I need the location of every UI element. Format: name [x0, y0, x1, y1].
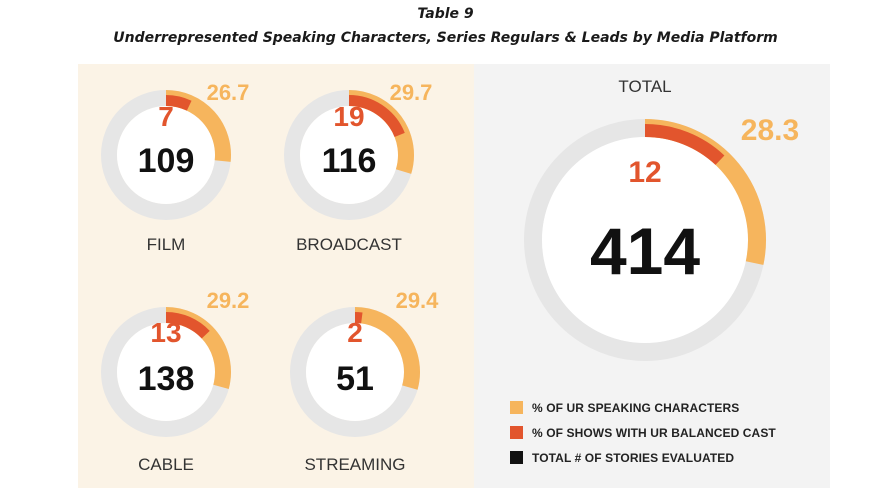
- label-ur-balanced-cast-streaming: 2: [347, 317, 363, 348]
- label-total-stories-streaming: 51: [336, 360, 374, 398]
- legend-swatch-total-stories: [510, 451, 523, 464]
- platform-label-cable: CABLE: [138, 455, 194, 474]
- label-ur-balanced-cast-cable: 13: [150, 317, 181, 348]
- arc-ur-balanced-cast-broadcast: [348, 95, 405, 138]
- platform-label-total: TOTAL: [618, 77, 671, 96]
- legend-label-ur-speaking: % OF UR SPEAKING CHARACTERS: [532, 400, 740, 415]
- label-ur-speaking-broadcast: 29.7: [390, 80, 433, 105]
- label-ur-balanced-cast-film: 7: [158, 101, 174, 132]
- label-total-stories-cable: 138: [138, 360, 195, 398]
- ring-center-broadcast: [300, 106, 398, 204]
- arc-ur-balanced-cast-cable: [165, 312, 210, 339]
- table-number: Table 9: [417, 6, 474, 22]
- legend-swatch-ur-speaking: [510, 401, 523, 414]
- legend-label-total-stories: TOTAL # OF STORIES EVALUATED: [532, 450, 735, 465]
- ring-center-film: [117, 106, 215, 204]
- label-ur-speaking-total: 28.3: [741, 114, 799, 147]
- chart-subtitle: Underrepresented Speaking Characters, Se…: [113, 30, 778, 46]
- label-total-stories-film: 109: [138, 142, 195, 180]
- platform-label-broadcast: BROADCAST: [296, 235, 402, 254]
- arc-ur-speaking-streaming: [354, 307, 420, 390]
- legend-item-total-stories: TOTAL # OF STORIES EVALUATED: [510, 449, 776, 466]
- ring-center-streaming: [306, 323, 404, 421]
- platform-label-streaming: STREAMING: [304, 455, 405, 474]
- legend: % OF UR SPEAKING CHARACTERS % OF SHOWS W…: [510, 399, 776, 474]
- ring-center-cable: [117, 323, 215, 421]
- legend-swatch-ur-balanced-cast: [510, 426, 523, 439]
- platform-label-film: FILM: [147, 235, 186, 254]
- arc-ur-balanced-cast-film: [165, 95, 192, 111]
- label-ur-speaking-cable: 29.2: [207, 288, 250, 313]
- legend-item-ur-speaking: % OF UR SPEAKING CHARACTERS: [510, 399, 776, 416]
- label-ur-speaking-film: 26.7: [207, 80, 250, 105]
- ring-center-total: [542, 137, 748, 343]
- legend-item-ur-balanced-cast: % OF SHOWS WITH UR BALANCED CAST: [510, 424, 776, 441]
- label-ur-speaking-streaming: 29.4: [396, 288, 440, 313]
- label-total-stories-broadcast: 116: [322, 142, 377, 180]
- arc-ur-balanced-cast-total: [644, 124, 725, 166]
- label-ur-balanced-cast-total: 12: [628, 156, 661, 189]
- label-total-stories-total: 414: [590, 214, 700, 288]
- legend-label-ur-balanced-cast: % OF SHOWS WITH UR BALANCED CAST: [532, 425, 776, 440]
- label-ur-balanced-cast-broadcast: 19: [333, 101, 364, 132]
